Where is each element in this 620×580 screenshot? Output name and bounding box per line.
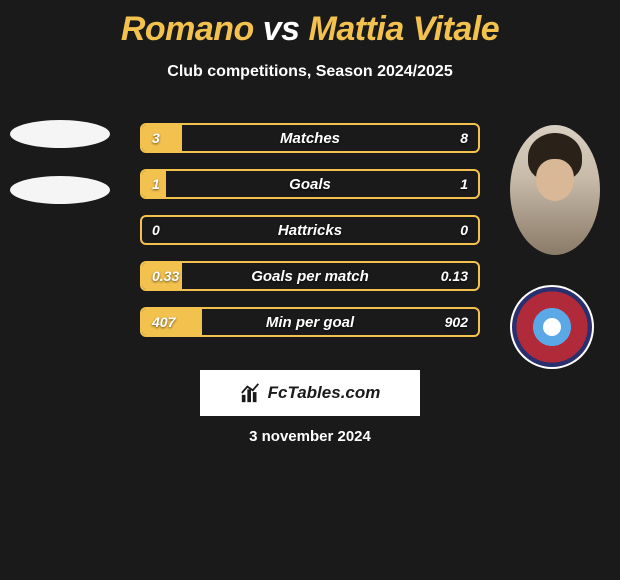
stat-value-right: 1: [460, 171, 468, 197]
player2-avatar: [510, 125, 600, 255]
player2-club-badge: [510, 285, 594, 369]
subtitle: Club competitions, Season 2024/2025: [0, 63, 620, 81]
stat-label: Goals: [142, 171, 478, 197]
stat-row: 3Matches8: [140, 123, 480, 153]
stat-value-right: 0: [460, 217, 468, 243]
site-name: FcTables.com: [268, 383, 381, 403]
player1-avatar-placeholder: [10, 120, 110, 148]
stat-label: Hattricks: [142, 217, 478, 243]
page-title: Romano vs Mattia Vitale: [0, 0, 620, 49]
stat-value-right: 8: [460, 125, 468, 151]
stat-label: Matches: [142, 125, 478, 151]
site-logo: FcTables.com: [240, 382, 381, 404]
stat-row: 1Goals1: [140, 169, 480, 199]
comparison-chart: 3Matches8 1Goals1 0Hattricks0 0.33Goals per…: [140, 123, 480, 353]
player1-club-placeholder: [10, 176, 110, 204]
stat-row: 407Min per goal902: [140, 307, 480, 337]
player-left-column: [10, 120, 110, 232]
stat-row: 0Hattricks0: [140, 215, 480, 245]
player-right-column: [510, 125, 600, 369]
footer-date: 3 november 2024: [0, 428, 620, 445]
player1-name: Romano: [121, 10, 254, 48]
site-badge: FcTables.com: [200, 370, 420, 416]
stat-label: Goals per match: [142, 263, 478, 289]
player2-name: Mattia Vitale: [309, 10, 500, 48]
stat-label: Min per goal: [142, 309, 478, 335]
vs-label: vs: [263, 10, 300, 48]
chart-bars-icon: [240, 382, 262, 404]
stat-value-right: 902: [445, 309, 468, 335]
comparison-card: Romano vs Mattia Vitale Club competition…: [0, 0, 620, 580]
stat-value-right: 0.13: [441, 263, 468, 289]
stat-row: 0.33Goals per match0.13: [140, 261, 480, 291]
